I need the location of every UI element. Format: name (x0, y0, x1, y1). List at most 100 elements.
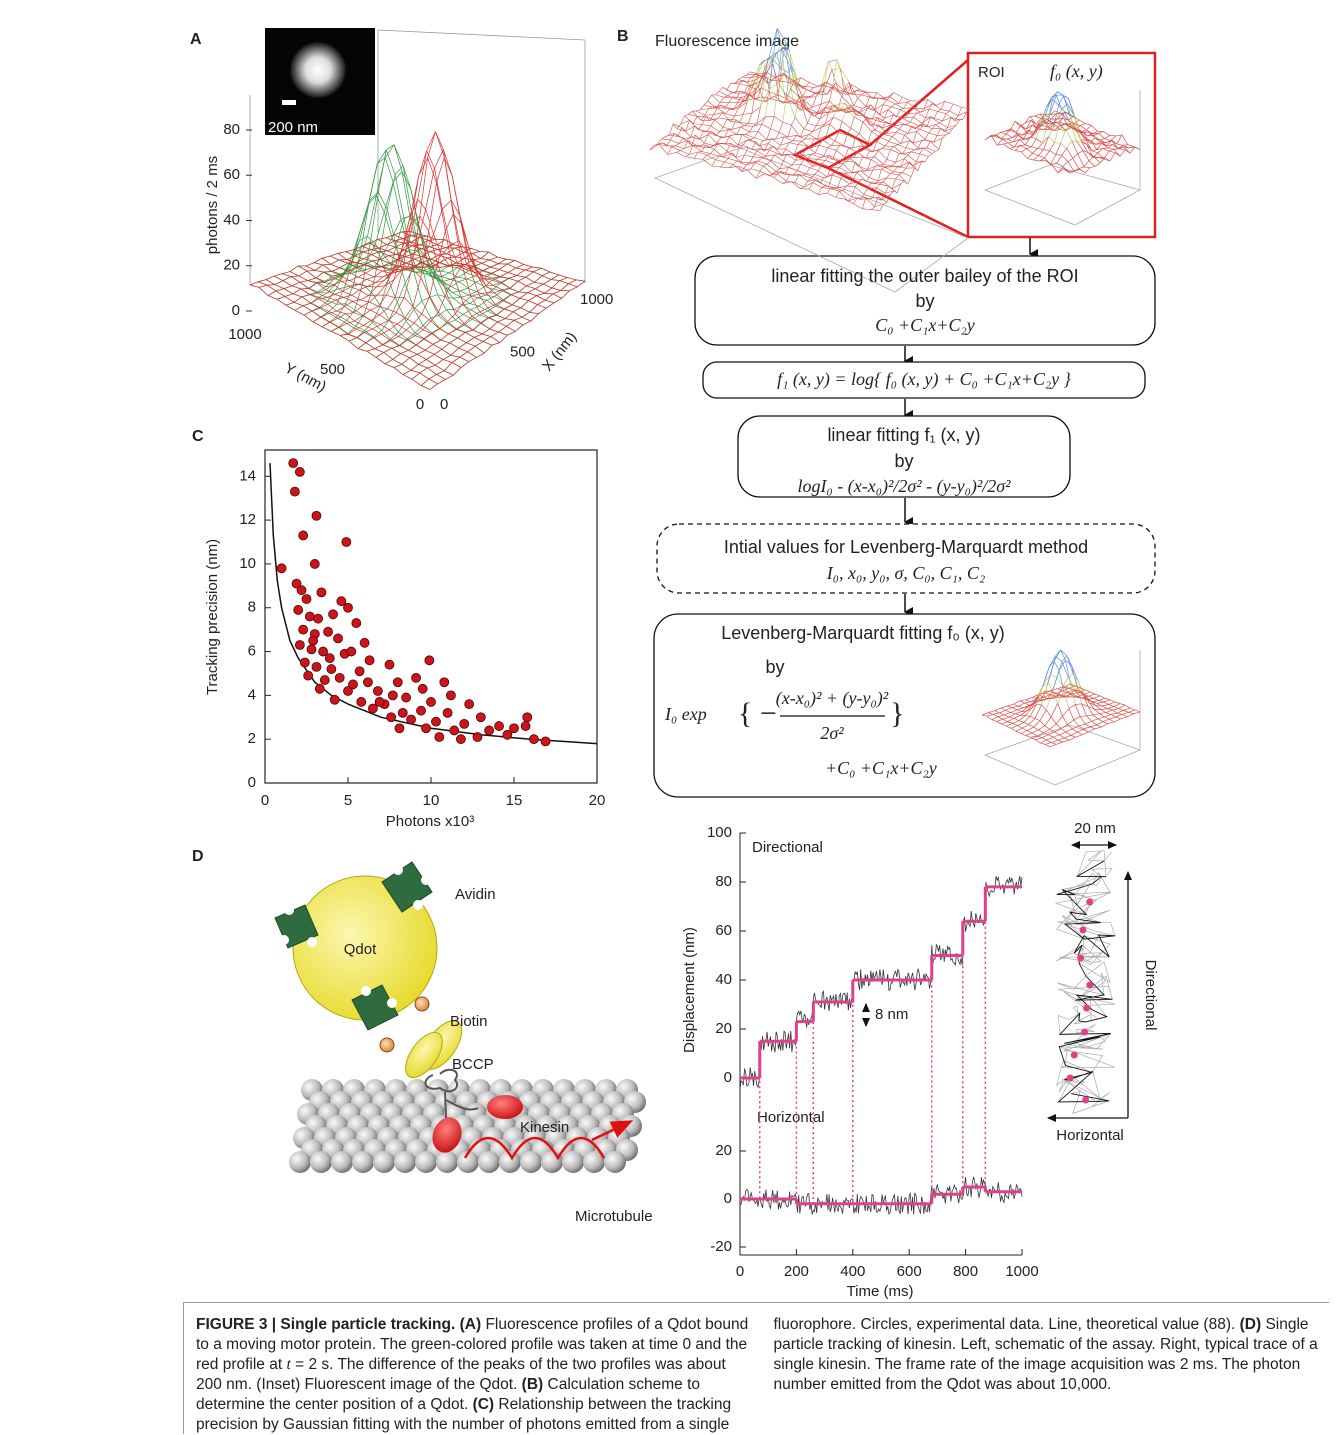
y-tick-label: 2 (248, 730, 256, 747)
mesh-line (452, 362, 461, 367)
mesh-line (369, 302, 378, 306)
mesh-line (1036, 139, 1042, 143)
axis-name: Directional (1142, 960, 1159, 1031)
mesh-line (1056, 95, 1061, 109)
mesh-line (1031, 147, 1037, 149)
mesh-line (767, 161, 771, 164)
mesh-line (455, 252, 463, 256)
mesh-line (1105, 139, 1111, 141)
mesh-line (428, 132, 436, 158)
data-point (315, 684, 324, 693)
mesh-line (489, 252, 498, 257)
mesh-line (283, 281, 292, 286)
mesh-line (685, 155, 689, 157)
mesh-line (299, 271, 307, 276)
mesh-line (849, 148, 858, 152)
mesh-line (502, 290, 511, 295)
mesh-line (909, 113, 918, 114)
mesh-line (282, 274, 291, 277)
tubulin (289, 1151, 311, 1173)
mesh-line (752, 142, 756, 150)
mesh-line (395, 239, 403, 241)
mesh-line (812, 97, 816, 107)
mesh-line (726, 137, 730, 144)
mesh-line (811, 114, 820, 119)
mesh-line (405, 257, 414, 259)
mesh-line (809, 189, 818, 194)
mesh-line (421, 386, 430, 390)
mesh-line (1086, 125, 1091, 130)
mesh-line (718, 144, 727, 151)
mesh-line (1021, 125, 1027, 134)
mesh-line (325, 283, 334, 285)
mesh-line (742, 134, 751, 139)
mesh-line (932, 128, 941, 129)
mesh-line (387, 309, 396, 313)
data-point (327, 665, 336, 674)
mesh-line (932, 151, 935, 153)
mesh-line (739, 114, 743, 122)
mesh-line (715, 120, 724, 127)
mesh-line (716, 160, 725, 162)
mesh-line (366, 277, 374, 279)
dwell-center (1071, 1052, 1078, 1059)
trace-title: Directional (752, 839, 823, 856)
mesh-line (526, 272, 534, 277)
mesh-line (675, 143, 679, 145)
mesh-line (291, 276, 299, 277)
mesh-line (1057, 163, 1063, 166)
mesh-line (441, 273, 449, 277)
dwell-center (1067, 1075, 1074, 1082)
mesh-line (1003, 143, 1008, 144)
mesh-line (394, 145, 403, 166)
mesh-line (322, 327, 331, 332)
mesh-line (550, 272, 559, 275)
mesh-line (394, 145, 402, 172)
data-point (307, 645, 316, 654)
flow-text: f₁ (x, y) = log{ f₀ (x, y) + C₀ +C₁x+C₂y… (777, 369, 1072, 390)
mesh-line (882, 169, 891, 174)
mesh-line (1109, 151, 1115, 152)
mesh-line (798, 141, 802, 144)
mesh-line (277, 299, 286, 305)
y-tick-label: 20 (715, 1020, 732, 1037)
z-tick-label: 0 (232, 302, 240, 319)
mesh-line (366, 338, 374, 343)
mesh-line (705, 109, 709, 116)
mesh-line (541, 268, 550, 272)
mesh-line (704, 105, 713, 107)
mesh-line (712, 95, 721, 103)
data-point (450, 726, 459, 735)
mesh-line (338, 253, 347, 259)
mesh-line (511, 294, 520, 298)
mesh-line (322, 258, 331, 264)
tubulin (331, 1151, 353, 1173)
mesh-line (403, 166, 412, 215)
mesh-line (892, 107, 901, 110)
mesh-line (420, 368, 428, 373)
mesh-line (394, 368, 403, 375)
mesh-line (410, 358, 419, 365)
mesh-line (542, 272, 550, 276)
mesh-line (1078, 154, 1084, 167)
mesh-line (363, 316, 372, 321)
mesh-line (703, 155, 707, 159)
mesh-line (731, 116, 735, 122)
mesh-line (468, 352, 477, 358)
mesh-line (496, 309, 504, 315)
mesh-line (435, 360, 443, 366)
mesh-line (810, 166, 814, 167)
mesh-line (496, 315, 505, 319)
mesh-line (744, 123, 748, 125)
data-point (309, 636, 318, 645)
mesh-line (459, 282, 468, 289)
caption-run: FIGURE 3 | Single particle tracking. (196, 1316, 455, 1333)
mesh-line (411, 234, 419, 236)
mesh-line (456, 329, 465, 332)
mesh-line (408, 345, 416, 350)
mesh-line (490, 257, 498, 260)
mesh-line (507, 260, 515, 264)
mesh-line (883, 100, 887, 105)
mesh-line (542, 276, 551, 280)
mesh-line (470, 304, 479, 307)
